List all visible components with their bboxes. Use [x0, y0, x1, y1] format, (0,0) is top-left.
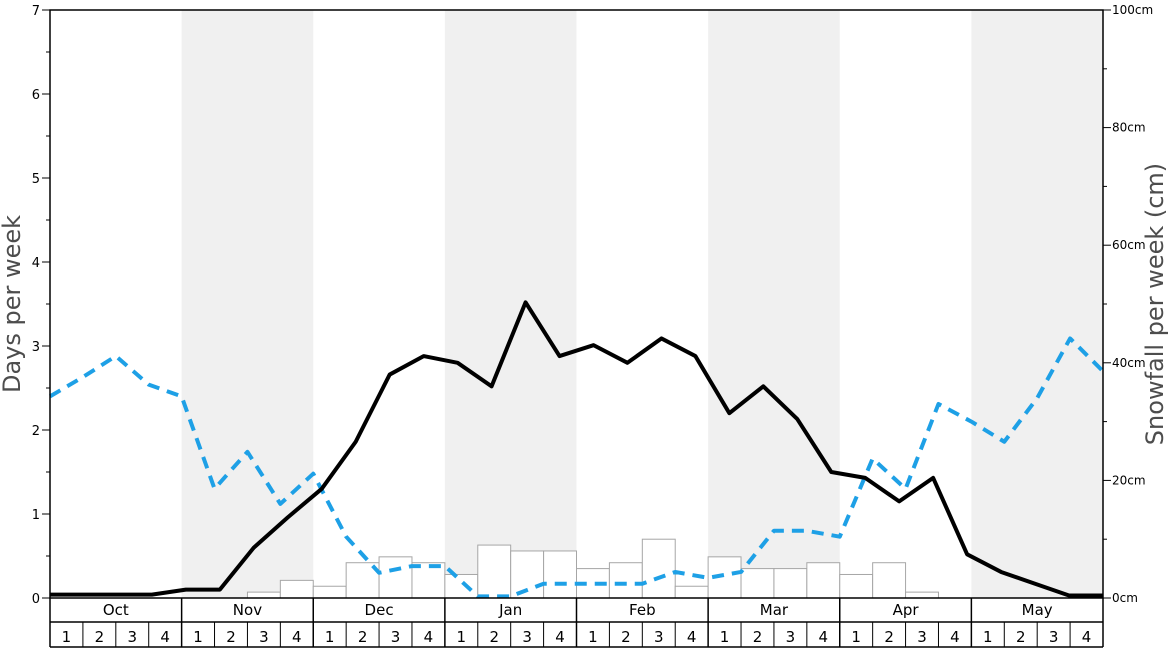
left-axis: 0 1 2 3 4 5 6 7: [32, 4, 50, 607]
week-label: 4: [1082, 628, 1092, 646]
snowfall-bar: [279, 579, 314, 599]
snowfall-bar: [872, 562, 907, 599]
right-tick-label: 20cm: [1112, 473, 1146, 487]
month-band-mar: [708, 10, 840, 598]
right-tick-label: 40cm: [1112, 356, 1146, 370]
month-label-dec: Dec: [365, 601, 394, 619]
snowfall-bar: [839, 573, 874, 599]
snowfall-bar: [444, 573, 479, 599]
week-label: 3: [1049, 628, 1059, 646]
snowfall-bar: [312, 585, 347, 599]
week-label: 2: [621, 628, 631, 646]
snowfall-bar: [608, 562, 643, 599]
week-label: 3: [259, 628, 269, 646]
week-label: 4: [160, 628, 170, 646]
day-lines: [48, 300, 1105, 599]
week-label: 3: [786, 628, 796, 646]
week-label: 1: [851, 628, 861, 646]
week-label: 2: [358, 628, 368, 646]
month-bands: [181, 10, 1103, 598]
left-tick-label: 6: [32, 88, 40, 103]
week-label: 2: [1016, 628, 1026, 646]
snowfall-bar: [905, 591, 939, 599]
snowfall-bar: [477, 544, 512, 599]
week-label: 2: [95, 628, 105, 646]
week-label: 1: [193, 628, 203, 646]
right-tick-label: 60cm: [1112, 238, 1146, 252]
week-label: 2: [226, 628, 236, 646]
week-label: 2: [489, 628, 499, 646]
week-label: 2: [753, 628, 763, 646]
week-label: 1: [983, 628, 993, 646]
week-label: 3: [654, 628, 664, 646]
month-label-oct: Oct: [103, 601, 129, 619]
left-tick-label: 2: [32, 424, 40, 439]
right-axis-title: Snowfall per week (cm): [1141, 163, 1168, 445]
right-axis: 0cm 20cm 40cm 60cm 80cm 100cm: [1103, 3, 1153, 605]
week-label: 4: [424, 628, 434, 646]
right-tick-label: 0cm: [1112, 591, 1138, 605]
week-label: 3: [127, 628, 137, 646]
month-label-nov: Nov: [233, 601, 262, 619]
month-label-mar: Mar: [760, 601, 789, 619]
rain-days-line: [48, 336, 1105, 599]
snowfall-bar: [543, 550, 577, 599]
week-label: 4: [950, 628, 960, 646]
week-label: 3: [522, 628, 532, 646]
left-tick-label: 7: [32, 4, 40, 19]
left-tick-label: 3: [32, 340, 40, 355]
left-tick-label: 5: [32, 172, 40, 187]
week-label: 1: [325, 628, 335, 646]
snowfall-bar: [806, 562, 841, 599]
snowfall-bar: [773, 568, 808, 599]
right-tick-label: 80cm: [1112, 121, 1146, 135]
month-label-jan: Jan: [498, 601, 522, 619]
month-band-nov: [181, 10, 314, 598]
left-tick-label: 4: [32, 256, 40, 271]
week-label: 4: [292, 628, 302, 646]
snowfall-bar: [411, 562, 446, 599]
week-label: 1: [720, 628, 730, 646]
left-tick-label: 1: [32, 508, 40, 523]
snow-days-line: [50, 300, 1103, 598]
week-label: 2: [884, 628, 894, 646]
month-band-may: [971, 10, 1103, 598]
left-axis-title: Days per week: [0, 215, 26, 393]
month-label-feb: Feb: [629, 601, 656, 619]
snowfall-bar: [740, 568, 775, 599]
month-band-jan: [444, 10, 577, 598]
week-label: 1: [62, 628, 72, 646]
week-label: 1: [457, 628, 467, 646]
snowfall-bar: [378, 556, 413, 599]
week-label: 1: [588, 628, 598, 646]
week-label: 3: [391, 628, 401, 646]
left-tick-label: 0: [32, 592, 40, 607]
snowfall-bar: [641, 538, 676, 599]
month-label-may: May: [1022, 601, 1053, 619]
week-label: 4: [819, 628, 829, 646]
week-label: 3: [917, 628, 927, 646]
right-tick-label: 100cm: [1112, 3, 1153, 17]
x-axis: Oct 1 2 3 4 Nov 1 2 3 4 Dec 1 2 3 4 Jan 1 2 3 4 Feb 1 2 3 4 Mar 1 2…: [49, 598, 1104, 648]
week-label: 4: [555, 628, 565, 646]
month-label-apr: Apr: [893, 601, 920, 619]
snowfall-bar: [246, 591, 281, 599]
snowfall-bar: [674, 585, 709, 599]
week-label: 4: [687, 628, 697, 646]
